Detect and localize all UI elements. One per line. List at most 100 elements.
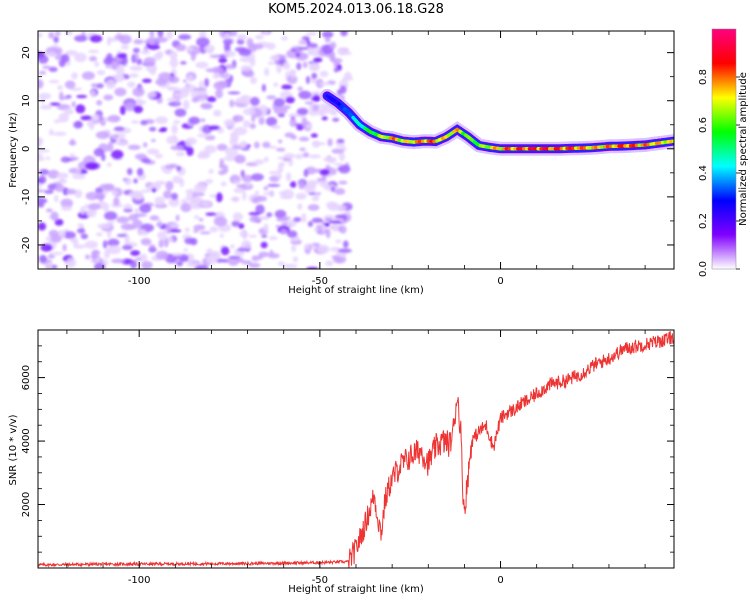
noise-speckle [312, 91, 322, 96]
noise-speckle [248, 262, 261, 268]
noise-speckle [280, 36, 288, 41]
noise-speckle [239, 140, 248, 148]
noise-speckle [339, 151, 346, 162]
noise-speckle [136, 167, 144, 177]
noise-speckle [208, 168, 214, 174]
noise-speckle [179, 178, 185, 188]
noise-speckle [193, 192, 205, 197]
noise-speckle [169, 58, 179, 68]
noise-speckle [42, 65, 52, 69]
noise-speckle [338, 180, 348, 185]
noise-speckle [311, 217, 323, 223]
noise-speckle [148, 126, 157, 132]
noise-speckle [327, 157, 337, 164]
noise-speckle [45, 52, 58, 56]
noise-speckle [38, 175, 47, 184]
noise-speckle [165, 180, 174, 191]
noise-speckle [310, 62, 319, 71]
noise-speckle [302, 152, 310, 158]
noise-speckle [249, 57, 256, 67]
noise-speckle [268, 170, 281, 175]
noise-speckle [205, 68, 218, 73]
snr-y-tick-label: 2000 [21, 492, 32, 517]
noise-speckle [176, 260, 184, 267]
noise-speckle [168, 76, 180, 84]
noise-speckle [183, 247, 188, 253]
noise-speckle [149, 65, 157, 76]
noise-speckle [106, 162, 112, 167]
noise-speckle [332, 117, 340, 122]
noise-speckle [262, 141, 271, 149]
noise-speckle [265, 42, 276, 50]
noise-speckle [303, 169, 309, 178]
noise-speckle [206, 254, 218, 265]
snr-y-tick-label: 6000 [21, 365, 32, 390]
noise-speckle [292, 256, 299, 263]
noise-speckle [38, 156, 46, 162]
noise-speckle [133, 213, 147, 218]
noise-speckle [283, 153, 296, 159]
noise-speckle [71, 101, 76, 108]
noise-speckle [277, 139, 283, 144]
noise-speckle [345, 210, 351, 215]
noise-speckle [132, 219, 143, 229]
noise-speckle [323, 222, 330, 228]
noise-speckle [298, 181, 305, 190]
noise-speckle [60, 53, 70, 63]
noise-speckle [290, 48, 297, 53]
noise-speckle [116, 233, 127, 238]
noise-speckle [299, 147, 306, 152]
noise-speckle [123, 74, 130, 80]
noise-speckle [228, 255, 241, 260]
noise-speckle [53, 36, 59, 44]
noise-speckle [154, 36, 168, 43]
noise-speckle [74, 35, 88, 42]
noise-speckle [195, 61, 209, 69]
colorbar-frame [711, 28, 737, 270]
noise-speckle [135, 192, 144, 200]
snr-frame [37, 329, 675, 569]
noise-speckle [65, 50, 78, 56]
noise-speckle [232, 114, 244, 123]
noise-speckle [147, 91, 157, 98]
noise-speckle [248, 212, 261, 216]
noise-speckle [274, 209, 287, 219]
page-title: KOM5.2024.013.06.18.G28 [268, 2, 444, 17]
noise-speckle [90, 90, 96, 98]
noise-speckle [48, 79, 60, 84]
noise-speckle [48, 66, 58, 73]
noise-speckle [99, 183, 114, 190]
noise-speckle [38, 182, 43, 189]
noise-speckle [128, 191, 138, 198]
noise-speckle [269, 249, 274, 256]
noise-speckle [62, 231, 76, 239]
noise-speckle [267, 61, 275, 65]
noise-speckle [311, 196, 318, 202]
noise-speckle [206, 248, 214, 254]
colorbar-gradient [712, 29, 736, 269]
noise-speckle [127, 81, 136, 88]
noise-speckle [193, 229, 199, 233]
noise-speckle [278, 162, 286, 167]
noise-speckle [296, 107, 309, 116]
noise-speckle [306, 266, 319, 269]
noise-speckle [84, 254, 91, 260]
noise-speckle [288, 159, 294, 167]
noise-speckle [38, 70, 47, 75]
noise-speckle [199, 31, 207, 38]
noise-speckle [103, 57, 113, 66]
noise-speckle [238, 48, 252, 57]
noise-speckle [336, 138, 345, 144]
noise-speckle [53, 119, 62, 124]
noise-speckle [148, 246, 157, 253]
noise-speckle [196, 37, 210, 47]
noise-speckle [102, 202, 110, 213]
noise-speckle [175, 214, 180, 222]
noise-speckle [304, 184, 312, 193]
noise-speckle [331, 223, 341, 232]
noise-speckle [223, 119, 236, 127]
noise-speckle [40, 243, 53, 252]
noise-speckle [132, 47, 140, 54]
noise-speckle [102, 240, 108, 249]
noise-speckle [224, 64, 236, 70]
